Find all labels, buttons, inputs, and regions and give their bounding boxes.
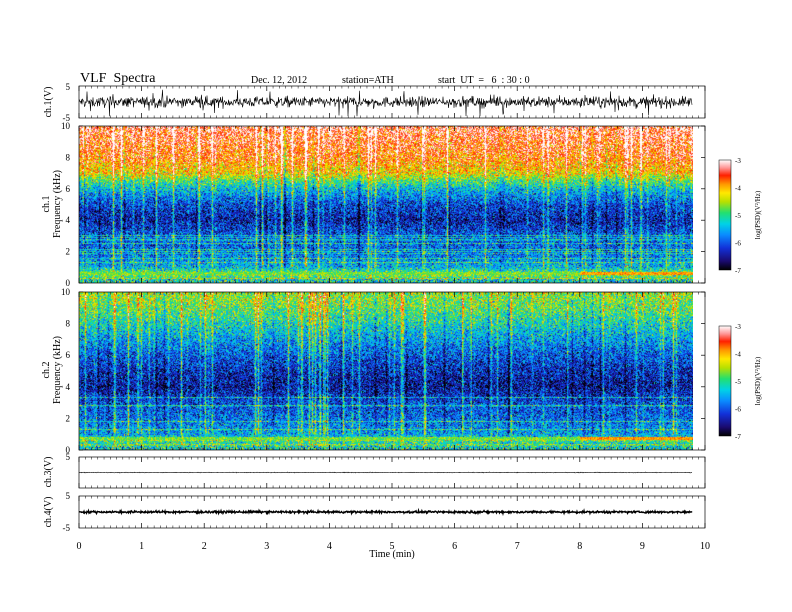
ch1-colorbar-label: log(PSD)(V²/Hz) — [754, 190, 762, 239]
y-tick-label: 6 — [66, 184, 71, 194]
ch2-colorbar — [718, 325, 732, 437]
ch1-ytick-bottom: -5 — [63, 113, 71, 123]
colorbar-tick-label: -7 — [735, 433, 741, 441]
ch1-spec-ylabel: Frequency (kHz) — [52, 170, 63, 238]
ch1-waveform-ylabel: ch.1(V) — [43, 87, 54, 118]
ch1-spec-ylabel-top: ch.1 — [41, 196, 52, 213]
x-tick-label: 3 — [264, 541, 269, 552]
y-tick-label: 2 — [66, 413, 71, 423]
x-tick-label: 0 — [77, 541, 82, 552]
ch3-waveform-ylabel: ch.3(V) — [43, 457, 54, 488]
x-axis-label: Time (min) — [369, 549, 414, 560]
y-tick-label: 8 — [66, 319, 71, 329]
x-tick-label: 9 — [640, 541, 645, 552]
start-time-label: start UT = 6 : 30 : 0 — [438, 75, 530, 86]
x-tick-label: 1 — [139, 541, 144, 552]
ch1-spectrogram-ticks — [78, 126, 706, 283]
date-label: Dec. 12, 2012 — [251, 75, 308, 86]
colorbar-tick-label: -6 — [735, 240, 741, 248]
ch2-spectrogram-ticks — [78, 292, 706, 450]
ch1-colorbar — [718, 159, 732, 271]
ch3-waveform-line — [78, 471, 693, 474]
y-tick-label: 2 — [66, 247, 71, 257]
y-tick-label: 4 — [66, 382, 71, 392]
x-tick-label: 8 — [577, 541, 582, 552]
ch2-spec-ylabel-top: ch.2 — [41, 362, 52, 379]
y-tick-label: 10 — [61, 287, 71, 297]
station-label: station=ATH — [342, 75, 394, 86]
ch1-ytick-top: 5 — [66, 82, 71, 92]
ch2-spec-ylabel: Frequency (kHz) — [52, 336, 63, 404]
ch2-spectrogram-image — [79, 292, 693, 450]
x-tick-label: 10 — [700, 541, 710, 552]
ch4-waveform-ticks — [78, 496, 706, 528]
colorbar-tick-label: -7 — [735, 267, 741, 275]
y-tick-label: 0 — [66, 445, 71, 455]
x-tick-label: 4 — [327, 541, 332, 552]
x-tick-label: 2 — [202, 541, 207, 552]
ch1-waveform-ticks — [78, 86, 706, 118]
ch3-waveform-ticks — [78, 457, 706, 488]
ch4-ytick-bottom: -5 — [63, 523, 71, 533]
colorbar-tick-label: -3 — [735, 157, 741, 165]
colorbar-tick-label: -3 — [735, 323, 741, 331]
x-tick-label: 7 — [515, 541, 520, 552]
colorbar-tick-label: -6 — [735, 406, 741, 414]
ch4-waveform-line — [78, 507, 693, 517]
time-axis: 0 1 2 3 4 5 6 7 8 9 10 — [77, 541, 711, 552]
ch1-waveform-line — [78, 89, 693, 117]
ch2-colorbar-label: log(PSD)(V²/Hz) — [754, 356, 762, 405]
y-tick-label: 0 — [66, 278, 71, 288]
colorbar-tick-label: -4 — [735, 185, 741, 193]
ch4-waveform-ylabel: ch.4(V) — [43, 497, 54, 528]
colorbar-tick-label: -5 — [735, 212, 741, 220]
x-tick-label: 5 — [390, 541, 395, 552]
y-tick-label: 4 — [66, 215, 71, 225]
ch4-ytick-top: 5 — [66, 491, 71, 501]
colorbar-tick-label: -5 — [735, 378, 741, 386]
y-tick-label: 8 — [66, 152, 71, 162]
ch1-spectrogram-image — [79, 126, 693, 283]
chart-title: VLF Spectra — [80, 71, 156, 86]
colorbar-tick-label: -4 — [735, 351, 741, 359]
ch3-ytick-top: 5 — [66, 452, 71, 462]
x-tick-label: 6 — [452, 541, 457, 552]
y-tick-label: 6 — [66, 350, 71, 360]
y-tick-label: 10 — [61, 121, 71, 131]
